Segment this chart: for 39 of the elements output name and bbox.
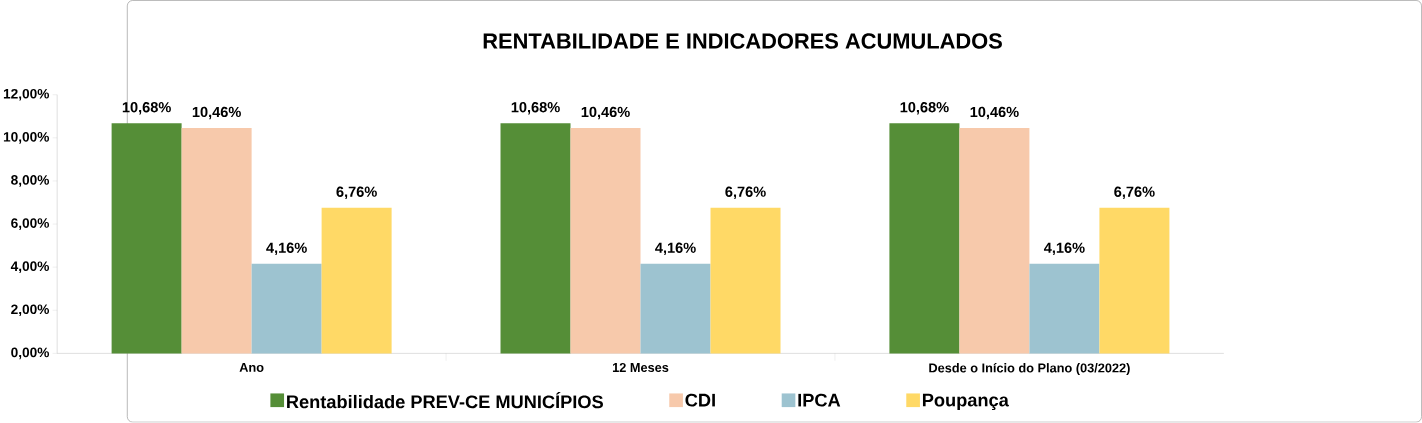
x-tick-label: Desde o Início do Plano (03/2022) — [929, 363, 1130, 376]
bar — [710, 207, 781, 354]
data-label: 10,46% — [192, 107, 241, 120]
y-tick-label: 12,00% — [3, 89, 50, 101]
data-label: 10,68% — [900, 102, 949, 115]
y-tick-label: 6,00% — [11, 218, 50, 231]
data-label: 4,16% — [266, 242, 307, 256]
x-tick-label: 12 Meses — [612, 363, 669, 373]
bar — [640, 263, 711, 354]
data-label: 6,76% — [1114, 186, 1155, 200]
y-tick-label: 10,00% — [3, 132, 50, 144]
bar — [889, 123, 960, 354]
data-label: 10,68% — [511, 102, 560, 115]
data-label: 6,76% — [725, 186, 766, 200]
data-label: 10,46% — [581, 107, 630, 120]
legend-label: CDI — [685, 393, 715, 407]
legend-label: IPCA — [798, 393, 841, 407]
bar — [500, 123, 571, 354]
y-tick-label: 0,00% — [11, 347, 50, 360]
bar — [570, 128, 641, 354]
y-tick-label: 8,00% — [11, 175, 50, 187]
data-label: 10,68% — [122, 102, 171, 115]
y-tick-label: 4,00% — [10, 261, 50, 274]
x-tick-label: Ano — [239, 363, 264, 373]
legend-label: Poupança — [922, 393, 1009, 411]
bar — [1099, 207, 1170, 354]
y-tick-label: 2,00% — [11, 304, 50, 317]
bar — [181, 128, 252, 354]
data-label: 6,76% — [336, 186, 377, 200]
chart-title: RENTABILIDADE E INDICADORES ACUMULADOS — [483, 33, 1002, 49]
bar — [959, 128, 1030, 354]
bar — [251, 263, 322, 354]
bar — [1029, 263, 1100, 354]
data-label: 4,16% — [655, 242, 696, 256]
bar — [321, 207, 392, 354]
bar — [111, 123, 182, 354]
data-label: 4,16% — [1043, 242, 1085, 256]
data-label: 10,46% — [970, 107, 1019, 120]
legend-label: Rentabilidade PREV-CE MUNICÍPIOS — [287, 392, 603, 409]
